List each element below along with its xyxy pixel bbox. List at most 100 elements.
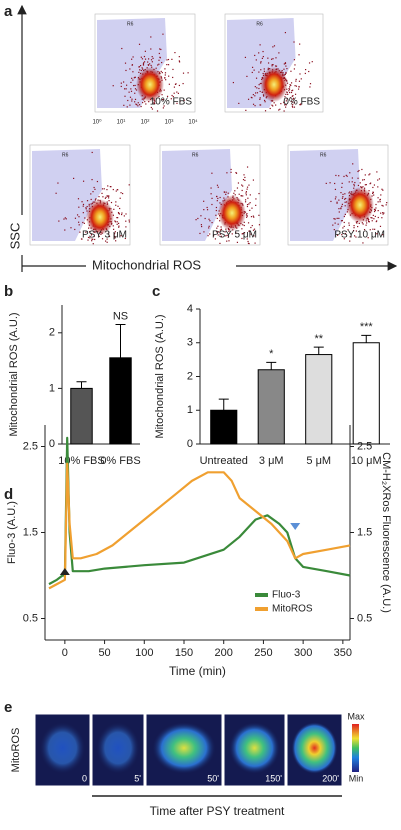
event (135, 89, 138, 91)
event (102, 196, 104, 198)
event (137, 102, 139, 104)
event (143, 61, 146, 63)
cell-signal (291, 722, 338, 774)
event (349, 191, 351, 193)
event (362, 242, 364, 244)
event (250, 216, 253, 218)
y-tick-label: 1 (49, 382, 55, 394)
event (373, 194, 375, 196)
event (289, 97, 292, 99)
event (381, 188, 383, 190)
event (165, 79, 167, 81)
event (153, 101, 155, 104)
y-tick-label: 1.5 (23, 526, 38, 538)
event (249, 202, 251, 204)
event (374, 215, 376, 218)
event (80, 238, 83, 240)
event (114, 221, 117, 223)
event (128, 219, 130, 221)
event (79, 231, 81, 233)
event (255, 77, 258, 79)
event (227, 236, 229, 238)
event (131, 64, 134, 66)
event (365, 184, 367, 186)
event (64, 229, 66, 231)
event (338, 175, 340, 177)
event (356, 222, 358, 224)
event (247, 98, 250, 100)
event (341, 205, 343, 207)
event (224, 231, 226, 233)
event (382, 205, 384, 207)
event (243, 232, 246, 234)
event (113, 234, 115, 236)
event (143, 62, 145, 64)
event (367, 220, 370, 223)
event (354, 181, 356, 184)
event (94, 238, 96, 241)
event (335, 196, 337, 198)
event (269, 107, 271, 110)
event (283, 63, 285, 65)
event (112, 85, 114, 87)
event (125, 226, 127, 228)
event (289, 91, 291, 94)
event (230, 171, 232, 173)
event (262, 55, 264, 58)
event (373, 184, 376, 186)
event (274, 65, 277, 67)
event (74, 217, 77, 219)
event (243, 221, 245, 223)
event (151, 61, 153, 63)
event (93, 186, 95, 189)
event (107, 197, 110, 199)
event (368, 218, 370, 221)
y2-tick-label: 2.5 (357, 440, 372, 452)
event (246, 204, 249, 206)
event (158, 59, 160, 61)
event (258, 192, 260, 195)
event (247, 197, 249, 199)
event (264, 110, 267, 112)
event (204, 217, 206, 220)
event (242, 178, 245, 181)
event (114, 220, 116, 222)
event (78, 224, 80, 226)
event (150, 48, 152, 50)
event (283, 110, 285, 112)
x-tick-label: 0 (62, 647, 68, 659)
event (357, 184, 360, 187)
event (373, 218, 375, 220)
event (134, 88, 137, 90)
event (334, 182, 336, 185)
event (131, 58, 133, 60)
event (340, 207, 342, 209)
event (293, 68, 295, 70)
event (87, 236, 90, 239)
event (288, 90, 290, 92)
event (241, 237, 243, 240)
event (106, 189, 108, 191)
event (267, 67, 269, 69)
y-label: SSC (7, 223, 22, 250)
event (235, 231, 237, 234)
event (278, 52, 280, 54)
event (120, 85, 122, 88)
event (289, 84, 291, 86)
event (65, 218, 67, 220)
event (341, 197, 344, 199)
flow-plot: R6 PSY 5 μM (159, 144, 261, 246)
y-tick-label: 4 (187, 303, 193, 315)
event (334, 198, 337, 200)
event (122, 192, 124, 195)
event (286, 98, 288, 100)
event (234, 190, 236, 192)
event (334, 218, 336, 220)
event (151, 55, 153, 58)
event (115, 204, 117, 206)
event (195, 219, 197, 221)
event (283, 68, 285, 70)
event (130, 81, 132, 84)
event (223, 191, 225, 193)
y-tick-label: 0.5 (23, 612, 38, 624)
